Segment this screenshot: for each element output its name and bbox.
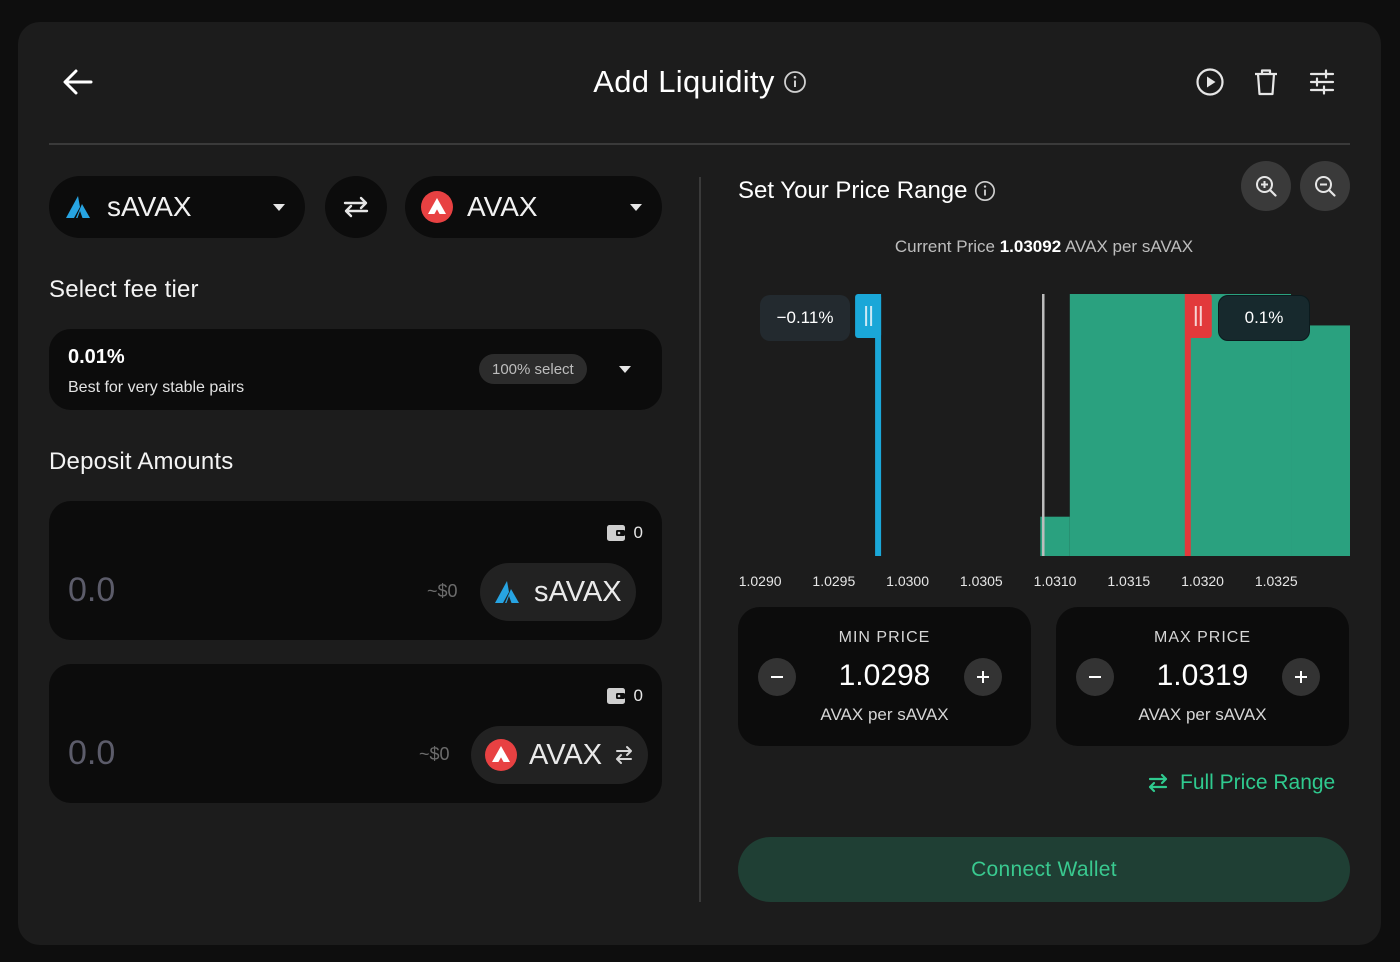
zoom-out-button[interactable] [1300,161,1350,211]
price-tick-label: 1.0320 [1181,573,1224,589]
token-b-usd-value: ~$0 [419,744,450,764]
wallet-balance-value: 0 [633,686,643,705]
fee-value: 0.01% [68,346,125,368]
token-a-chip-symbol: sAVAX [534,575,622,608]
chevron-down-icon [619,366,631,373]
fee-description: Best for very stable pairs [68,379,245,396]
full-price-range-button[interactable]: Full Price Range [1146,769,1335,797]
swap-small-icon[interactable] [614,745,634,765]
token-b-chip-symbol: AVAX [529,738,603,771]
avax-logo-icon [421,191,453,223]
plus-icon [977,671,989,683]
swap-arrows-icon [1148,773,1168,793]
plus-icon [1295,671,1307,683]
min-price-increment-button[interactable] [964,658,1002,696]
current-price-unit: AVAX per sAVAX [1064,237,1194,256]
fee-tier-label: Select fee tier [49,276,199,303]
wallet-icon [606,688,625,704]
min-price-handle[interactable] [855,294,882,338]
max-price-value[interactable]: 1.0319 [1156,659,1249,692]
price-tick-label: 1.0310 [1033,573,1077,589]
full-price-range-label: Full Price Range [1180,771,1336,794]
price-tick-label: 1.0325 [1254,573,1298,589]
play-circle-icon [1196,68,1224,96]
price-range-title: Set Your Price Range [738,176,996,206]
fee-tier-selector[interactable]: 0.01% Best for very stable pairs 100% se… [49,329,662,410]
header-divider [49,143,1350,145]
page-title: Add Liquidity [593,64,775,99]
liquidity-chart[interactable] [738,294,1350,556]
connect-wallet-button[interactable]: Connect Wallet [738,837,1350,902]
min-price-decrement-button[interactable] [758,658,796,696]
min-price-unit: AVAX per sAVAX [820,705,949,724]
chevron-down-icon [273,203,285,211]
price-tick-label: 1.0290 [738,573,782,589]
token-b-amount-input[interactable] [68,734,288,773]
price-range-title-text: Set Your Price Range [738,177,968,204]
min-price-card: MIN PRICE 1.0298 AVAX per sAVAX [738,607,1031,746]
liquidity-bar [1040,516,1070,556]
deposit-box-token-a: 0 ~$0 sAVAX [49,501,662,640]
wallet-balance-value: 0 [633,523,643,542]
swap-tokens-button[interactable] [325,176,387,238]
min-price-value[interactable]: 1.0298 [838,659,931,692]
liquidity-bar [1291,325,1350,556]
token-a-selector[interactable]: sAVAX [49,176,305,238]
token-b-selector[interactable]: AVAX [405,176,662,238]
deposit-box-token-b: 0 ~$0 AVAX [49,664,662,803]
trash-icon [1255,69,1277,96]
min-price-line [875,294,882,556]
current-price-label: Current Price [894,237,995,256]
back-button[interactable] [60,62,96,102]
current-price: Current Price 1.03092 AVAX per sAVAX [738,237,1350,257]
zoom-out-icon [1315,176,1336,197]
minus-icon [1089,676,1101,678]
token-b-chip[interactable]: AVAX [471,726,649,784]
max-range-percent: 0.1% [1218,295,1310,341]
play-button[interactable] [1192,64,1228,100]
fee-select-badge: 100% select [479,354,587,384]
price-tick-label: 1.0295 [812,573,856,589]
panel-divider [699,177,701,902]
token-a-chip[interactable]: sAVAX [480,563,636,621]
deposit-amounts-label: Deposit Amounts [49,448,234,475]
info-icon[interactable] [974,180,996,202]
max-price-line [1184,294,1191,556]
savax-logo-icon [66,196,90,218]
price-tick-label: 1.0300 [886,573,929,589]
max-price-card: MAX PRICE 1.0319 AVAX per sAVAX [1056,607,1349,746]
arrow-left-icon [63,69,93,95]
max-price-label: MAX PRICE [1153,629,1251,646]
chevron-down-icon [630,203,642,211]
max-price-handle[interactable] [1185,294,1212,338]
sliders-icon [1309,69,1335,95]
max-price-increment-button[interactable] [1282,658,1320,696]
wallet-balance: 0 [606,686,643,706]
delete-button[interactable] [1248,64,1284,100]
max-price-unit: AVAX per sAVAX [1138,705,1267,724]
price-tick-label: 1.0315 [1107,573,1151,589]
avax-logo-icon [485,739,517,771]
wallet-balance: 0 [606,523,643,543]
info-icon[interactable] [783,70,807,94]
savax-logo-icon [495,581,519,603]
max-price-decrement-button[interactable] [1076,658,1114,696]
zoom-in-icon [1256,176,1277,197]
min-range-percent: −0.11% [760,295,850,341]
token-b-symbol: AVAX [467,191,538,222]
token-a-symbol: sAVAX [107,191,192,222]
price-tick-label: 1.0305 [959,573,1003,589]
zoom-in-button[interactable] [1241,161,1291,211]
minus-icon [771,676,783,678]
settings-button[interactable] [1304,64,1340,100]
token-a-usd-value: ~$0 [427,581,458,601]
wallet-icon [606,525,625,541]
current-price-value: 1.03092 [999,237,1062,256]
swap-arrows-icon [343,196,369,218]
page-header: Add Liquidity [0,60,1400,104]
token-a-amount-input[interactable] [68,571,288,610]
min-price-label: MIN PRICE [838,629,931,646]
price-axis: 1.0290 1.0295 1.0300 1.0305 1.0310 1.0315 1.03… [0,573,1400,593]
